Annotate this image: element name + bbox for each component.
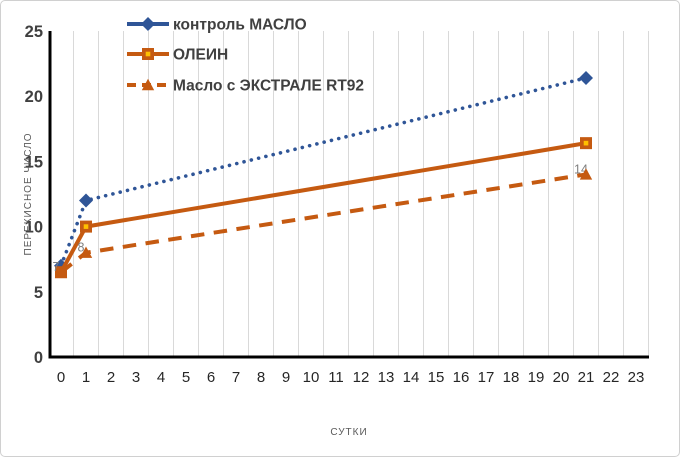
square-marker-inner-icon — [83, 224, 89, 229]
y-tick-label: 25 — [25, 23, 43, 41]
y-tick-label: 10 — [25, 219, 43, 237]
x-tick-label: 15 — [428, 369, 445, 386]
x-tick-label: 16 — [453, 369, 470, 386]
triangle-marker-icon — [79, 246, 93, 258]
data-label: 7 — [53, 260, 60, 274]
x-tick-label: 14 — [403, 369, 420, 386]
x-tick-label: 10 — [303, 369, 320, 386]
square-marker-inner-icon — [583, 140, 589, 146]
y-tick-label: 0 — [34, 349, 43, 367]
triangle-marker-icon — [141, 78, 155, 91]
x-tick-label: 22 — [603, 369, 620, 386]
y-tick-label: 20 — [25, 88, 43, 106]
diamond-marker-icon — [79, 193, 93, 208]
data-point-marker — [579, 70, 593, 85]
legend-marker — [142, 48, 154, 60]
legend-marker — [141, 78, 155, 91]
y-tick-label: 15 — [25, 153, 43, 171]
square-marker-inner-icon — [145, 51, 151, 57]
x-tick-label: 2 — [107, 369, 115, 386]
triangle-marker-icon — [579, 168, 593, 180]
x-tick-label: 1 — [82, 369, 90, 386]
triangle-marker-icon — [54, 266, 68, 278]
x-tick-label: 5 — [182, 369, 190, 386]
legend-item-1: контроль МАСЛО — [127, 17, 307, 34]
x-axis-title: СУТКИ — [330, 427, 367, 438]
x-tick-label: 12 — [353, 369, 370, 386]
legend-label: Масло с ЭКСТРАЛЕ RT92 — [173, 78, 364, 95]
data-label: 8 — [78, 241, 85, 255]
data-point-marker — [580, 137, 592, 150]
x-tick-label: 0 — [57, 369, 65, 386]
legend-label: контроль МАСЛО — [173, 17, 307, 34]
data-point-marker — [54, 266, 68, 278]
data-point-marker — [79, 246, 93, 258]
data-point-marker — [80, 220, 92, 233]
y-axis-tick-labels: 0 5 10 15 20 25 — [25, 23, 43, 367]
x-tick-label: 23 — [628, 369, 645, 386]
diamond-marker-icon — [579, 70, 593, 85]
x-tick-label: 13 — [378, 369, 395, 386]
legend-item-3: Масло с ЭКСТРАЛЕ RT92 — [127, 78, 364, 95]
legend-item-2: ОЛЕИН — [127, 47, 228, 64]
x-tick-label: 7 — [232, 369, 240, 386]
x-tick-label: 11 — [328, 369, 344, 386]
x-tick-label: 19 — [528, 369, 545, 386]
x-tick-label: 4 — [157, 369, 165, 386]
x-tick-label: 9 — [282, 369, 290, 386]
legend-label: ОЛЕИН — [173, 47, 228, 64]
y-tick-label: 5 — [34, 284, 43, 302]
data-point-marker — [79, 193, 93, 208]
x-axis-tick-labels: 0 1 2 3 4 5 6 7 8 9 10 11 12 13 14 15 16 17 18 19 20 21 22 23 — [57, 369, 645, 386]
gridlines — [73, 31, 649, 357]
series-1-line — [59, 76, 588, 268]
data-point-marker — [579, 168, 593, 180]
x-tick-label: 17 — [478, 369, 495, 386]
y-axis-title: ПЕРЕКИСНОЕ ЧИСЛО — [23, 133, 34, 256]
x-tick-label: 18 — [503, 369, 520, 386]
x-tick-label: 21 — [578, 369, 595, 386]
x-tick-label: 6 — [207, 369, 215, 386]
legend: контроль МАСЛО ОЛЕИН Масло с ЭКСТРАЛЕ RT92 — [127, 17, 364, 95]
x-tick-label: 20 — [553, 369, 570, 386]
diamond-marker-icon — [141, 17, 155, 31]
x-tick-label: 8 — [257, 369, 265, 386]
x-tick-label: 3 — [132, 369, 140, 386]
legend-marker — [141, 17, 155, 31]
